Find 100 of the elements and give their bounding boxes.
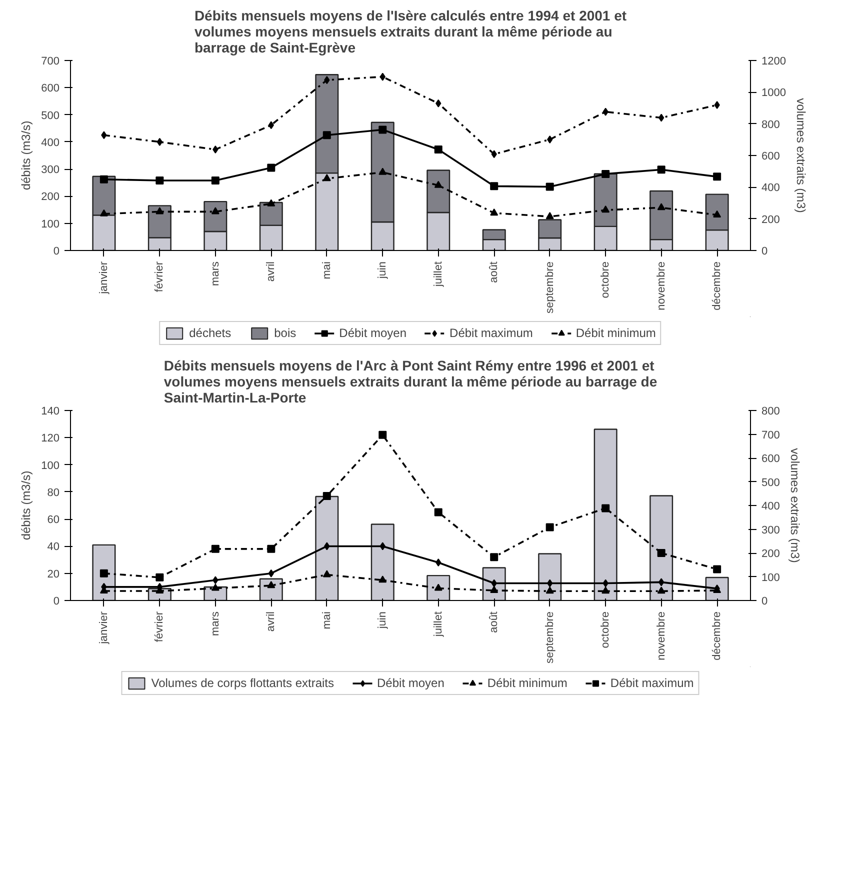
y-tick-label: 500 — [41, 110, 60, 122]
point — [602, 579, 608, 588]
point — [657, 549, 666, 557]
point — [657, 166, 666, 174]
legend-label: déchets — [189, 326, 232, 340]
y2-tick-label: 100 — [762, 572, 780, 584]
x-tick-label: février — [154, 261, 166, 292]
point — [268, 569, 274, 578]
x-tick-label: juillet — [432, 611, 444, 638]
y2-tick-label: 400 — [762, 182, 780, 194]
point — [434, 146, 442, 154]
point — [490, 208, 498, 216]
point — [713, 210, 722, 218]
x-tick-label: juin — [376, 262, 389, 280]
bar — [650, 495, 674, 600]
y-tick-label: 700 — [41, 56, 60, 68]
bar — [538, 553, 562, 600]
legend-label: bois — [274, 326, 296, 340]
point — [322, 492, 331, 500]
bar — [594, 428, 618, 600]
point — [156, 176, 164, 184]
y2-tick-label: 1000 — [762, 87, 786, 100]
point — [211, 207, 220, 214]
x-tick-label: mai — [320, 261, 333, 280]
legend-label: Débit minimum — [576, 326, 656, 340]
x-tick-label: janvier — [98, 611, 110, 645]
point — [378, 430, 387, 439]
point — [322, 131, 331, 140]
chart-title: Débits mensuels moyens de l'Arc à Pont Saint Rémy entre 1996 et 2001 et volumes moyens mensuels extraits durant la même période au barrage de Saint-Martin-La-Porte — [164, 358, 658, 406]
y-tick-label: 400 — [41, 136, 60, 149]
point — [322, 570, 331, 578]
point — [713, 565, 722, 574]
point — [211, 544, 220, 553]
point — [490, 182, 498, 190]
x-tick-label: novembre — [655, 611, 668, 660]
point — [100, 175, 108, 184]
x-tick-label: février — [154, 611, 166, 642]
point — [100, 209, 108, 216]
x-tick-label: avril — [265, 261, 278, 282]
y-tick-label: 80 — [47, 486, 60, 499]
point — [212, 146, 218, 154]
x-tick-label: janvier — [98, 261, 110, 295]
point — [212, 576, 218, 584]
y2-axis-title: volumes extraits (m3) — [788, 448, 802, 563]
point — [546, 586, 554, 594]
point — [657, 203, 666, 210]
y-tick-label: 200 — [41, 191, 60, 204]
point — [547, 135, 553, 144]
point — [380, 542, 386, 550]
point — [378, 576, 387, 583]
point — [380, 72, 386, 81]
bar — [370, 524, 394, 600]
y2-tick-label: 600 — [762, 453, 780, 465]
y-tick-label: 100 — [41, 218, 60, 230]
point — [490, 586, 498, 593]
legend-label: Débit moyen — [377, 676, 444, 690]
point — [602, 170, 610, 178]
point — [378, 126, 387, 134]
x-tick-label: décembre — [711, 611, 724, 660]
y2-tick-label: 1200 — [762, 56, 786, 68]
point — [547, 579, 553, 588]
point — [658, 578, 664, 586]
point — [101, 131, 107, 140]
bar — [426, 574, 450, 600]
chart-title: Débits mensuels moyens de l'Isère calculés entre 1994 et 2001 et volumes moyens mensuels extraits durant la même période au barrage de Saint-Egrève — [194, 8, 627, 56]
x-tick-label: avril — [265, 611, 278, 632]
point — [490, 553, 498, 562]
point — [322, 174, 331, 182]
y2-tick-label: 400 — [762, 500, 780, 512]
y-tick-label: 60 — [47, 514, 60, 526]
point — [211, 584, 220, 591]
y2-tick-label: 800 — [762, 406, 780, 418]
y-tick-label: 140 — [41, 406, 60, 418]
bar — [315, 496, 339, 600]
y-tick-label: 600 — [41, 82, 60, 95]
legend-label: Débit moyen — [339, 326, 407, 340]
point — [714, 101, 720, 110]
legend-label: Débit minimum — [487, 676, 568, 690]
y-axis-title: débits (m3/s) — [19, 470, 34, 540]
x-tick-label: mars — [209, 611, 222, 636]
point — [546, 212, 554, 220]
y-axis-title: débits (m3/s) — [19, 120, 34, 190]
y2-tick-label: 800 — [762, 118, 780, 131]
y-tick-label: 0 — [53, 246, 60, 258]
point — [602, 504, 610, 512]
point — [602, 586, 610, 594]
x-tick-label: juillet — [432, 261, 444, 288]
x-tick-label: novembre — [655, 261, 668, 310]
y-tick-label: 100 — [41, 460, 60, 472]
x-tick-label: mars — [209, 261, 222, 286]
point — [436, 558, 442, 566]
x-tick-label: octobre — [600, 611, 612, 648]
point — [436, 99, 442, 108]
point — [434, 180, 442, 188]
x-tick-label: septembre — [544, 261, 556, 314]
y2-tick-label: 300 — [762, 524, 780, 536]
point — [324, 76, 330, 84]
bar — [259, 578, 283, 600]
y2-tick-label: 600 — [762, 150, 780, 162]
point — [491, 150, 497, 158]
